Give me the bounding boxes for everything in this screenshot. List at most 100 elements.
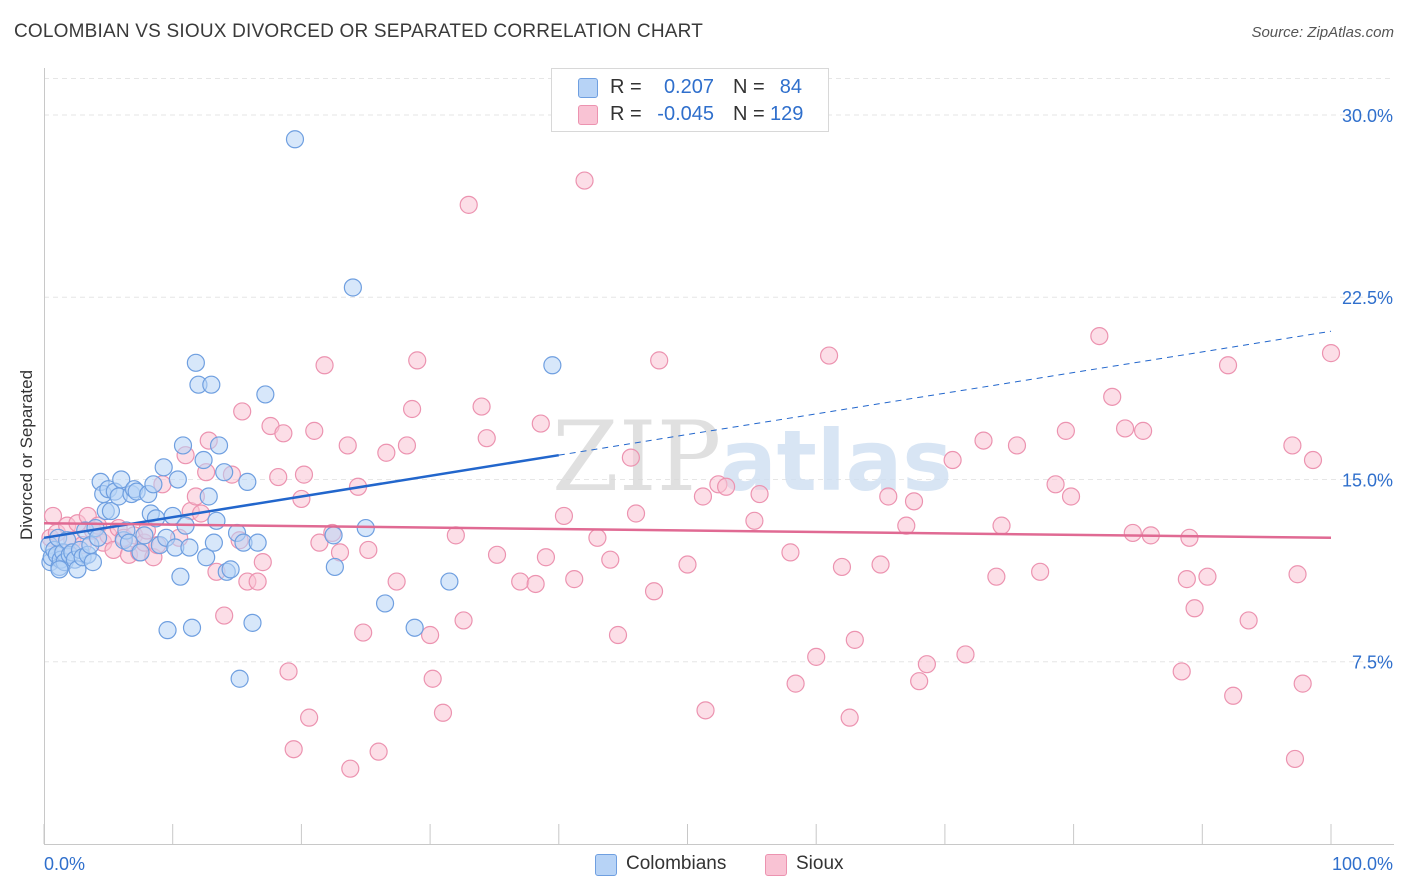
sioux-point: [575, 171, 594, 190]
sioux-point: [1285, 749, 1305, 769]
sioux-point: [1303, 450, 1323, 470]
sioux-point: [1293, 674, 1312, 693]
sioux-point: [354, 623, 373, 642]
colombians-legend-swatch: [595, 854, 617, 876]
sioux-point: [819, 346, 839, 365]
sioux-point: [840, 708, 859, 727]
sioux-point: [565, 570, 584, 589]
n-value: 129: [770, 103, 804, 125]
sioux-point: [917, 655, 936, 674]
sioux-point: [745, 511, 764, 530]
colombian-point: [158, 621, 177, 640]
sioux-point: [511, 572, 530, 591]
colombian-point: [202, 375, 221, 394]
sioux-point: [305, 421, 324, 440]
sioux-point: [987, 567, 1006, 586]
stats-row-colombians: R = 0.207 N = 84: [552, 74, 828, 102]
sioux-point: [397, 436, 417, 455]
colombian-point: [168, 470, 187, 489]
sioux-point: [294, 465, 314, 484]
n-value: 84: [779, 76, 802, 98]
sioux-point: [338, 436, 357, 455]
sioux-point: [717, 477, 736, 496]
colombian-point: [238, 472, 257, 492]
colombian-point: [207, 511, 226, 530]
r-value: 0.207: [663, 76, 714, 98]
sioux-swatch: [578, 105, 598, 125]
colombian-point: [324, 526, 343, 545]
stats-row-sioux: R = -0.045 N = 129: [552, 101, 828, 129]
sioux-point: [974, 431, 993, 450]
colombian-point: [440, 572, 459, 591]
colombian-point: [248, 533, 267, 552]
colombian-point: [50, 560, 69, 579]
sioux-point: [897, 516, 916, 535]
sioux-point: [1180, 528, 1199, 547]
sioux-point: [1177, 570, 1196, 589]
sioux-point: [477, 429, 496, 448]
sioux-legend-swatch: [765, 854, 787, 876]
sioux-point: [215, 606, 234, 625]
sioux-point: [650, 351, 669, 370]
sioux-point: [1288, 565, 1307, 584]
sioux-point: [781, 543, 800, 562]
colombian-point: [180, 538, 199, 557]
sioux-point: [807, 647, 826, 666]
sioux-point: [1239, 611, 1258, 630]
colombian-point: [194, 450, 213, 470]
sioux-point: [693, 487, 713, 506]
sioux-point: [274, 424, 293, 443]
sioux-point: [536, 548, 556, 567]
sioux-point: [253, 553, 272, 572]
sioux-point: [377, 443, 396, 462]
colombian-point: [131, 543, 150, 562]
r-label: R =: [610, 76, 642, 98]
sioux-point: [601, 550, 620, 569]
sioux-point: [369, 742, 388, 761]
legend-item-colombians[interactable]: Colombians: [595, 852, 726, 876]
source-credit: Source: ZipAtlas.com: [1251, 24, 1394, 41]
sioux-point: [408, 351, 427, 370]
y-axis-label: Divorced or Separated: [17, 369, 36, 541]
sioux-point: [1283, 436, 1302, 455]
sioux-trend-line: [43, 521, 1332, 540]
colombian-point: [186, 353, 205, 372]
sioux-point: [750, 484, 769, 504]
colombian-point: [343, 278, 362, 297]
sioux-point: [1218, 356, 1238, 375]
sioux-point: [269, 467, 288, 487]
n-label: N =: [733, 76, 765, 98]
chart-title: COLOMBIAN VS SIOUX DIVORCED OR SEPARATED…: [14, 21, 704, 42]
legend-item-sioux[interactable]: Sioux: [765, 852, 855, 876]
sioux-point: [1133, 421, 1153, 440]
tick-labels: 7.5% 15.0% 22.5% 30.0% 0.0% 100.0%: [44, 106, 1393, 874]
r-value: -0.045: [657, 103, 714, 125]
sioux-point: [279, 662, 298, 681]
sioux-point: [487, 545, 507, 564]
sioux-point: [233, 402, 252, 421]
y-tick-label: 15.0%: [1342, 470, 1393, 490]
sioux-point: [621, 448, 640, 467]
sioux-point: [554, 506, 574, 526]
sioux-point: [248, 572, 267, 591]
sioux-point: [1224, 686, 1243, 705]
colombian-point: [543, 356, 562, 375]
x-tick-label: 100.0%: [1332, 854, 1393, 874]
sioux-point: [1061, 487, 1081, 506]
axes: [43, 68, 1394, 845]
r-label: R =: [610, 103, 642, 125]
sioux-point: [284, 740, 303, 759]
sioux-point: [315, 356, 334, 375]
sioux-point: [1046, 475, 1065, 494]
sioux-point: [845, 630, 864, 649]
sioux-point: [1321, 344, 1341, 363]
colombian-point: [119, 533, 139, 552]
sioux-point: [871, 555, 890, 574]
colombian-point: [171, 567, 190, 586]
sioux-point: [526, 574, 545, 594]
sioux-point: [459, 195, 478, 214]
colombian-point: [144, 475, 163, 494]
y-tick-label: 30.0%: [1342, 106, 1393, 126]
sioux-point: [1007, 436, 1027, 455]
